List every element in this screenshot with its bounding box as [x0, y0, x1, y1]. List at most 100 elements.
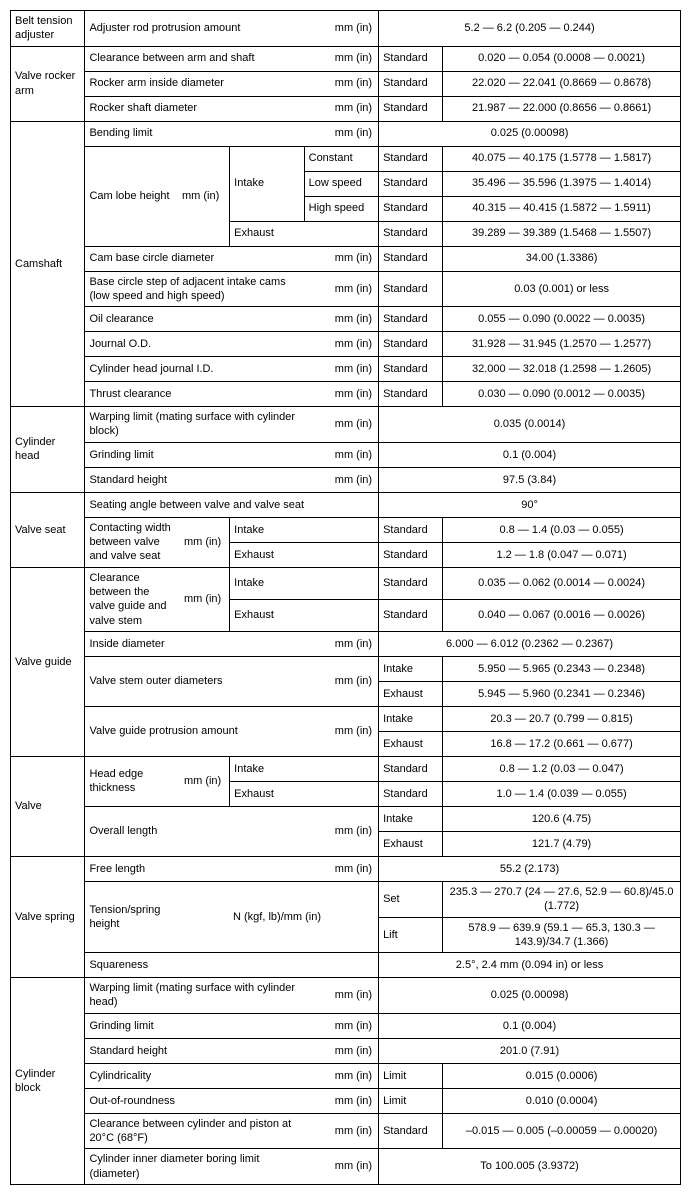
- unit: mm (in): [304, 307, 378, 332]
- value: 31.928 — 31.945 (1.2570 — 1.2577): [443, 332, 681, 357]
- unit: mm (in): [304, 407, 378, 443]
- unit: mm (in): [304, 467, 378, 492]
- unit: mm (in): [304, 1088, 378, 1113]
- value: 35.496 — 35.596 (1.3975 — 1.4014): [443, 171, 681, 196]
- unit: mm (in): [304, 271, 378, 307]
- value: 6.000 — 6.012 (0.2362 — 0.2367): [379, 631, 681, 656]
- value: 0.055 — 0.090 (0.0022 — 0.0035): [443, 307, 681, 332]
- group-label: Valve: [11, 756, 85, 856]
- group-label: Valve seat: [11, 492, 85, 567]
- table-row: Contacting width between valve and valve…: [11, 517, 681, 542]
- param-label: Cam lobe height: [85, 146, 178, 246]
- table-row: Rocker arm inside diameter mm (in) Stand…: [11, 71, 681, 96]
- value: 2.5°, 2.4 mm (0.094 in) or less: [379, 953, 681, 978]
- value: 5.945 — 5.960 (0.2341 — 0.2346): [443, 681, 681, 706]
- param-label: Warping limit (mating surface with cylin…: [85, 978, 304, 1014]
- value: 20.3 — 20.7 (0.799 — 0.815): [443, 706, 681, 731]
- param-label: Standard height: [85, 1038, 304, 1063]
- table-row: Rocker shaft diameter mm (in) Standard 2…: [11, 96, 681, 121]
- param-label: Cylinder inner diameter boring limit (di…: [85, 1149, 304, 1185]
- param-label: Warping limit (mating surface with cylin…: [85, 407, 304, 443]
- spec-table: Belt tension adjuster Adjuster rod protr…: [10, 10, 681, 1185]
- param-label: Valve stem outer diameters: [85, 656, 304, 706]
- table-row: Valve guide protrusion amount mm (in) In…: [11, 706, 681, 731]
- table-row: Standard height mm (in) 97.5 (3.84): [11, 467, 681, 492]
- param-label: Overall length: [85, 806, 304, 856]
- group-label: Belt tension adjuster: [11, 11, 85, 47]
- condition: Standard: [379, 46, 443, 71]
- table-row: Out-of-roundness mm (in) Limit 0.010 (0.…: [11, 1088, 681, 1113]
- table-row: Oil clearance mm (in) Standard 0.055 — 0…: [11, 307, 681, 332]
- condition: Limit: [379, 1088, 443, 1113]
- value: 0.025 (0.00098): [379, 121, 681, 146]
- param-label: Clearance between arm and shaft: [85, 46, 304, 71]
- table-row: Cylindricality mm (in) Limit 0.015 (0.00…: [11, 1063, 681, 1088]
- param-label: Journal O.D.: [85, 332, 304, 357]
- port-label: Intake: [379, 656, 443, 681]
- port-label: Intake: [230, 146, 304, 221]
- condition: Standard: [379, 332, 443, 357]
- table-row: Camshaft Bending limit mm (in) 0.025 (0.…: [11, 121, 681, 146]
- value: 32.000 — 32.018 (1.2598 — 1.2605): [443, 357, 681, 382]
- value: 0.035 — 0.062 (0.0014 — 0.0024): [443, 567, 681, 599]
- param-label: Cylinder head journal I.D.: [85, 357, 304, 382]
- group-label: Valve rocker arm: [11, 46, 85, 121]
- value: –0.015 — 0.005 (–0.00059 — 0.00020): [443, 1113, 681, 1149]
- condition: Standard: [379, 781, 443, 806]
- table-row: Valve guide Clearance between the valve …: [11, 567, 681, 599]
- table-row: Cylinder block Warping limit (mating sur…: [11, 978, 681, 1014]
- param-label: Contacting width between valve and valve…: [85, 517, 178, 567]
- table-row: Clearance between cylinder and piston at…: [11, 1113, 681, 1149]
- value: 0.015 (0.0006): [443, 1063, 681, 1088]
- unit: mm (in): [304, 46, 378, 71]
- unit: mm (in): [178, 146, 230, 246]
- value: 97.5 (3.84): [379, 467, 681, 492]
- unit: mm (in): [304, 246, 378, 271]
- port-label: Exhaust: [379, 731, 443, 756]
- condition: Standard: [379, 271, 443, 307]
- condition: Standard: [379, 542, 443, 567]
- param-label: Out-of-roundness: [85, 1088, 304, 1113]
- unit: mm (in): [304, 121, 378, 146]
- condition: Lift: [379, 917, 443, 953]
- value: 121.7 (4.79): [443, 831, 681, 856]
- value: 16.8 — 17.2 (0.661 — 0.677): [443, 731, 681, 756]
- unit: mm (in): [304, 978, 378, 1014]
- table-row: Valve seat Seating angle between valve a…: [11, 492, 681, 517]
- port-label: Exhaust: [230, 221, 379, 246]
- value: 0.035 (0.0014): [379, 407, 681, 443]
- value: 0.025 (0.00098): [379, 978, 681, 1014]
- table-row: Grinding limit mm (in) 0.1 (0.004): [11, 442, 681, 467]
- port-label: Intake: [379, 806, 443, 831]
- value: 5.2 — 6.2 (0.205 — 0.244): [379, 11, 681, 47]
- condition: Standard: [379, 96, 443, 121]
- table-row: Journal O.D. mm (in) Standard 31.928 — 3…: [11, 332, 681, 357]
- unit: mm (in): [304, 1113, 378, 1149]
- port-label: Exhaust: [230, 781, 379, 806]
- param-label: Free length: [85, 856, 304, 881]
- condition: Standard: [379, 1113, 443, 1149]
- group-label: Camshaft: [11, 121, 85, 407]
- unit: mm (in): [304, 1149, 378, 1185]
- port-label: Exhaust: [379, 681, 443, 706]
- param-label: Base circle step of adjacent intake cams…: [85, 271, 304, 307]
- unit: mm (in): [304, 11, 378, 47]
- value: 34.00 (1.3386): [443, 246, 681, 271]
- param-label: Oil clearance: [85, 307, 304, 332]
- param-label: Bending limit: [85, 121, 304, 146]
- table-row: Cylinder head Warping limit (mating surf…: [11, 407, 681, 443]
- table-row: Squareness 2.5°, 2.4 mm (0.094 in) or le…: [11, 953, 681, 978]
- unit: mm (in): [304, 1063, 378, 1088]
- value: 578.9 — 639.9 (59.1 — 65.3, 130.3 — 143.…: [443, 917, 681, 953]
- table-row: Valve spring Free length mm (in) 55.2 (2…: [11, 856, 681, 881]
- condition: Standard: [379, 307, 443, 332]
- value: 40.315 — 40.415 (1.5872 — 1.5911): [443, 196, 681, 221]
- condition: Standard: [379, 517, 443, 542]
- condition: Standard: [379, 196, 443, 221]
- value: 0.010 (0.0004): [443, 1088, 681, 1113]
- value: 0.030 — 0.090 (0.0012 — 0.0035): [443, 382, 681, 407]
- param-label: Head edge thickness: [85, 756, 178, 806]
- value: To 100.005 (3.9372): [379, 1149, 681, 1185]
- value: 1.2 — 1.8 (0.047 — 0.071): [443, 542, 681, 567]
- value: 5.950 — 5.965 (0.2343 — 0.2348): [443, 656, 681, 681]
